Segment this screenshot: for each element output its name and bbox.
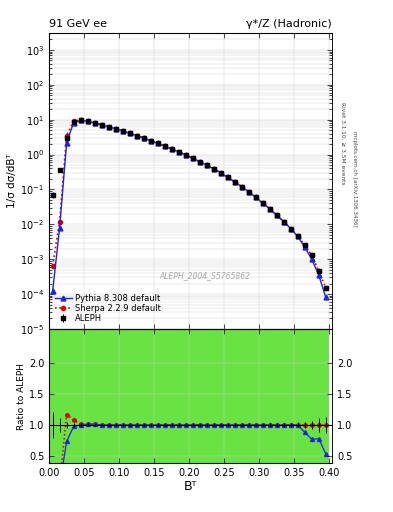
Sherpa 2.2.9 default	[50, 263, 55, 269]
Pythia 8.308 default	[197, 159, 202, 165]
Pythia 8.308 default	[169, 146, 174, 152]
Sherpa 2.2.9 default	[190, 155, 195, 161]
Sherpa 2.2.9 default	[141, 135, 146, 141]
Pythia 8.308 default	[309, 256, 314, 262]
Pythia 8.308 default	[316, 272, 321, 278]
Pythia 8.308 default	[239, 184, 244, 190]
Sherpa 2.2.9 default	[169, 146, 174, 152]
X-axis label: Bᵀ: Bᵀ	[184, 480, 197, 493]
Pythia 8.308 default	[225, 175, 230, 181]
Sherpa 2.2.9 default	[288, 226, 293, 232]
Line: Sherpa 2.2.9 default: Sherpa 2.2.9 default	[51, 118, 328, 290]
Sherpa 2.2.9 default	[281, 219, 286, 225]
Y-axis label: Ratio to ALEPH: Ratio to ALEPH	[17, 362, 26, 430]
Sherpa 2.2.9 default	[204, 162, 209, 168]
Pythia 8.308 default	[148, 138, 153, 144]
Sherpa 2.2.9 default	[134, 133, 139, 139]
Pythia 8.308 default	[162, 143, 167, 149]
Y-axis label: 1/σ dσ/dBᵀ: 1/σ dσ/dBᵀ	[7, 154, 17, 208]
Pythia 8.308 default	[261, 200, 265, 206]
Pythia 8.308 default	[184, 152, 188, 158]
Sherpa 2.2.9 default	[302, 242, 307, 248]
Sherpa 2.2.9 default	[225, 175, 230, 181]
Pythia 8.308 default	[288, 226, 293, 232]
Pythia 8.308 default	[323, 294, 328, 301]
Sherpa 2.2.9 default	[71, 118, 76, 124]
Sherpa 2.2.9 default	[274, 212, 279, 219]
Pythia 8.308 default	[50, 288, 55, 294]
Sherpa 2.2.9 default	[232, 179, 237, 185]
Sherpa 2.2.9 default	[99, 121, 104, 127]
Text: ALEPH_2004_S5765862: ALEPH_2004_S5765862	[159, 271, 250, 280]
Sherpa 2.2.9 default	[148, 138, 153, 144]
Sherpa 2.2.9 default	[127, 130, 132, 136]
Pythia 8.308 default	[246, 189, 251, 195]
Sherpa 2.2.9 default	[296, 233, 300, 240]
Pythia 8.308 default	[141, 135, 146, 141]
Sherpa 2.2.9 default	[267, 206, 272, 212]
Sherpa 2.2.9 default	[155, 140, 160, 146]
Sherpa 2.2.9 default	[197, 159, 202, 165]
Sherpa 2.2.9 default	[57, 219, 62, 225]
Text: mcplots.cern.ch [arXiv:1306.3436]: mcplots.cern.ch [arXiv:1306.3436]	[352, 132, 357, 227]
Pythia 8.308 default	[64, 140, 69, 146]
Pythia 8.308 default	[106, 123, 111, 130]
Pythia 8.308 default	[232, 179, 237, 185]
Sherpa 2.2.9 default	[219, 169, 223, 176]
Pythia 8.308 default	[155, 140, 160, 146]
Pythia 8.308 default	[99, 121, 104, 127]
Text: γ*/Z (Hadronic): γ*/Z (Hadronic)	[246, 19, 332, 29]
Pythia 8.308 default	[267, 206, 272, 212]
Sherpa 2.2.9 default	[162, 143, 167, 149]
Pythia 8.308 default	[57, 225, 62, 231]
Pythia 8.308 default	[71, 119, 76, 125]
Sherpa 2.2.9 default	[323, 285, 328, 291]
Sherpa 2.2.9 default	[261, 200, 265, 206]
Pythia 8.308 default	[127, 130, 132, 136]
Pythia 8.308 default	[274, 212, 279, 219]
Sherpa 2.2.9 default	[239, 184, 244, 190]
Pythia 8.308 default	[204, 162, 209, 168]
Pythia 8.308 default	[302, 244, 307, 250]
Sherpa 2.2.9 default	[106, 123, 111, 130]
Legend: Pythia 8.308 default, Sherpa 2.2.9 default, ALEPH: Pythia 8.308 default, Sherpa 2.2.9 defau…	[51, 290, 164, 327]
Sherpa 2.2.9 default	[211, 166, 216, 172]
Sherpa 2.2.9 default	[92, 120, 97, 126]
Pythia 8.308 default	[281, 219, 286, 225]
Pythia 8.308 default	[85, 118, 90, 124]
Text: 91 GeV ee: 91 GeV ee	[49, 19, 107, 29]
Pythia 8.308 default	[120, 127, 125, 134]
Text: Rivet 3.1.10, ≥ 3.5M events: Rivet 3.1.10, ≥ 3.5M events	[340, 102, 345, 185]
Pythia 8.308 default	[176, 148, 181, 155]
Sherpa 2.2.9 default	[78, 117, 83, 123]
Pythia 8.308 default	[134, 133, 139, 139]
Pythia 8.308 default	[253, 194, 258, 200]
Sherpa 2.2.9 default	[184, 152, 188, 158]
Sherpa 2.2.9 default	[309, 252, 314, 258]
Pythia 8.308 default	[219, 169, 223, 176]
Sherpa 2.2.9 default	[113, 125, 118, 132]
Sherpa 2.2.9 default	[120, 127, 125, 134]
Pythia 8.308 default	[78, 117, 83, 123]
Sherpa 2.2.9 default	[316, 268, 321, 274]
Pythia 8.308 default	[211, 166, 216, 172]
Sherpa 2.2.9 default	[85, 118, 90, 124]
Pythia 8.308 default	[296, 233, 300, 240]
Sherpa 2.2.9 default	[246, 189, 251, 195]
Line: Pythia 8.308 default: Pythia 8.308 default	[50, 118, 328, 300]
Pythia 8.308 default	[190, 155, 195, 161]
Sherpa 2.2.9 default	[176, 148, 181, 155]
Sherpa 2.2.9 default	[253, 194, 258, 200]
Pythia 8.308 default	[113, 125, 118, 132]
Sherpa 2.2.9 default	[64, 133, 69, 139]
Pythia 8.308 default	[92, 120, 97, 126]
